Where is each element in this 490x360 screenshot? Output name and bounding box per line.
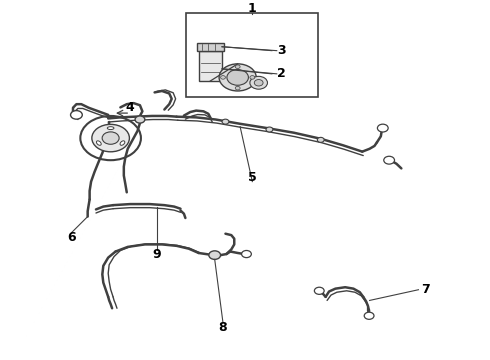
Circle shape [242,251,251,258]
Circle shape [235,65,240,68]
Circle shape [227,69,248,85]
Text: 9: 9 [153,248,161,261]
Bar [197,43,223,51]
Circle shape [209,251,221,260]
Circle shape [254,80,263,86]
Text: 1: 1 [248,2,257,15]
Circle shape [235,86,240,90]
Circle shape [315,287,324,294]
Circle shape [71,111,82,119]
Bar [186,13,318,97]
Text: 3: 3 [277,44,286,57]
Text: 2: 2 [277,67,286,80]
Circle shape [219,64,256,91]
Circle shape [384,156,394,164]
Text: 8: 8 [219,321,227,334]
Circle shape [266,127,273,132]
Circle shape [318,138,324,142]
Circle shape [250,76,268,89]
Circle shape [220,76,225,79]
Ellipse shape [120,141,125,145]
Circle shape [92,124,129,152]
Text: 4: 4 [126,101,135,114]
Text: 7: 7 [421,283,430,296]
Circle shape [135,116,145,123]
Circle shape [80,116,141,160]
Circle shape [364,312,374,319]
Circle shape [102,132,119,144]
Ellipse shape [107,127,114,130]
Ellipse shape [97,141,101,145]
Circle shape [377,124,388,132]
Circle shape [222,119,229,124]
Text: 6: 6 [67,231,76,244]
Text: 5: 5 [248,171,257,184]
Circle shape [250,76,255,79]
Bar [198,51,222,81]
